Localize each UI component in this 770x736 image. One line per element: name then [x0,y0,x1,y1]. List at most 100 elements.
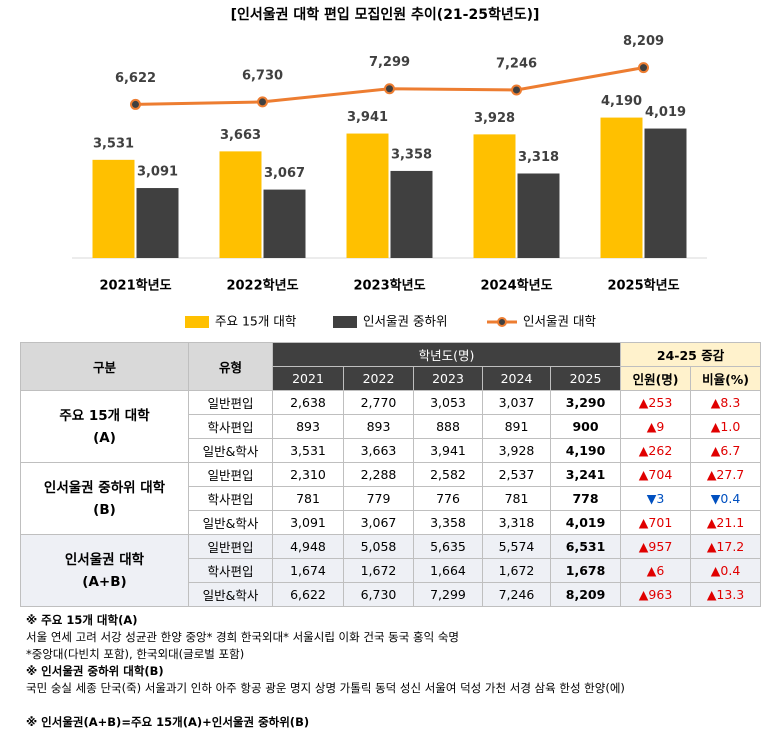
type-cell: 일반&학사 [188,438,273,463]
legend-label: 주요 15개 대학 [215,314,297,329]
type-cell: 일반&학사 [188,582,273,607]
data-label: 6,622 [115,71,156,86]
data-label: 7,246 [496,56,537,71]
type-cell: 일반&학사 [188,510,273,535]
value-cell: 3,531 [272,438,344,463]
value-cell: 2,288 [343,462,414,487]
header-cell: 2025 [549,366,622,391]
data-label: 3,358 [391,147,432,162]
table-row: 인서울권 중하위 대학 (B) 일반편입 2,310 2,288 2,582 2,537 3,… [20,462,762,535]
value-cell: 6,730 [343,582,414,607]
change-cell: ▲9 [620,414,692,439]
data-label: 7,299 [369,55,410,70]
bar [644,128,687,258]
change-cell: ▲13.3 [690,582,762,607]
value-cell: 2,582 [413,462,483,487]
value-cell: 4,190 [549,438,622,463]
value-cell: 2,638 [272,390,344,415]
change-cell: ▲17.2 [690,534,762,559]
value-cell: 3,091 [272,510,344,535]
group-name: (A) [93,429,116,446]
table-row: 일반&학사 6,622 6,730 7,299 7,246 8,209 ▲963 ▲13.3 [21,582,762,607]
data-label: 3,531 [93,136,134,151]
group-cell: 주요 15개 대학 (A) [20,390,189,463]
value-cell: 3,053 [413,390,483,415]
note-line: *중앙대(다빈치 포함), 한국외대(글로벌 포함) [26,647,245,661]
legend-swatch [497,317,507,327]
data-label: 3,067 [264,166,305,181]
value-cell: 5,635 [413,534,483,559]
value-cell: 3,290 [549,390,622,415]
change-cell: ▲27.7 [690,462,762,487]
value-cell: 3,241 [549,462,622,487]
data-label: 4,190 [601,94,642,109]
change-cell: ▲8.3 [690,390,762,415]
header-cell: 24-25 증감 [620,342,762,367]
value-cell: 8,209 [549,582,622,607]
bar [263,189,306,258]
x-tick-label: 2025학년도 [607,278,679,294]
value-cell: 1,664 [413,558,483,583]
value-cell: 893 [343,414,414,439]
change-cell: ▲6 [620,558,692,583]
type-cell: 일반편입 [188,534,273,559]
data-label: 3,941 [347,110,388,125]
value-cell: 6,622 [272,582,344,607]
value-cell: 1,672 [343,558,414,583]
data-label: 6,730 [242,68,283,83]
line-point [257,96,268,108]
change-cell: ▼3 [620,486,692,511]
line-point [511,84,522,96]
change-cell: ▲957 [620,534,692,559]
table-row: 인서울권 대학 (A+B) 일반편입 4,948 5,058 5,635 5,574 6,53… [20,534,762,607]
header-cell: 비율(%) [690,366,762,391]
change-cell: ▲701 [620,510,692,535]
header-cell: 2021 [272,366,344,391]
note-line: 서울 연세 고려 서강 성균관 한양 중앙* 경희 한국외대* 서울시립 이화 … [26,630,459,644]
header-cell: 2024 [482,366,551,391]
group-cell: 인서울권 중하위 대학 (B) [20,462,189,535]
change-cell: ▲21.1 [690,510,762,535]
data-label: 4,019 [645,105,686,120]
x-tick-label: 2023학년도 [353,278,425,294]
x-tick-label: 2021학년도 [99,278,171,294]
value-cell: 3,928 [482,438,551,463]
value-cell: 781 [482,486,551,511]
value-cell: 5,058 [343,534,414,559]
bar [346,133,389,258]
header-row: 2021 2022 2023 2024 2025 인원(명) 비율(%) [21,366,762,391]
value-cell: 2,537 [482,462,551,487]
table-row: 일반&학사 3,531 3,663 3,941 3,928 4,190 ▲262 ▲6.7 [21,438,762,463]
data-label: 8,209 [623,34,664,49]
value-cell: 1,672 [482,558,551,583]
header-cell: 유형 [188,342,273,391]
value-cell: 1,674 [272,558,344,583]
x-tick-label: 2024학년도 [480,278,552,294]
value-cell: 4,019 [549,510,622,535]
change-cell: ▲262 [620,438,692,463]
value-cell: 3,663 [343,438,414,463]
group-name: 인서울권 대학 [64,551,145,568]
type-cell: 학사편입 [188,414,273,439]
spacer [26,697,766,714]
change-cell: ▲963 [620,582,692,607]
value-cell: 7,246 [482,582,551,607]
legend-swatch [333,316,357,328]
value-cell: 3,358 [413,510,483,535]
header-cell: 인원(명) [620,366,692,391]
value-cell: 776 [413,486,483,511]
header-cell: 구분 [20,342,189,391]
line-point [638,62,649,74]
header-cell: 2023 [413,366,483,391]
value-cell: 6,531 [549,534,622,559]
value-cell: 779 [343,486,414,511]
value-cell: 781 [272,486,344,511]
change-cell: ▲6.7 [690,438,762,463]
group-name: (A+B) [82,573,127,590]
legend-label: 인서울권 대학 [523,314,596,329]
line-point [384,83,395,95]
x-tick-label: 2022학년도 [226,278,298,294]
notes: ※ 주요 15개 대학(A) 서울 연세 고려 서강 성균관 한양 중앙* 경희 … [26,612,766,731]
table-row: 주요 15개 대학 (A) 일반편입 2,638 2,770 3,053 3,037 3,29… [20,390,762,463]
